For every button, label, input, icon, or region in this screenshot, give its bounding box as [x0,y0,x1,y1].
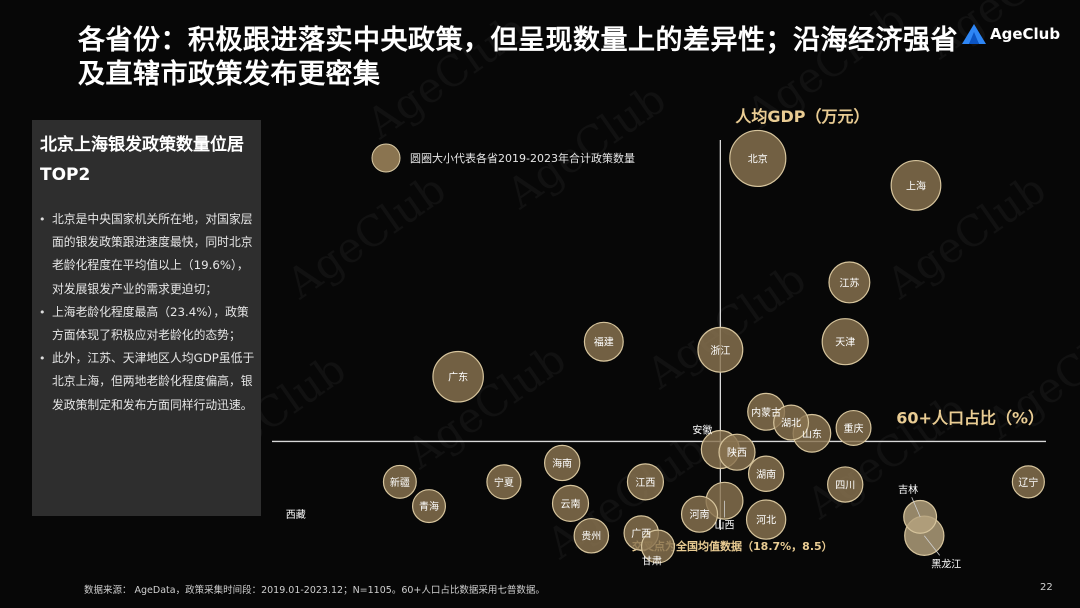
bubble-福建 [583,321,624,362]
y-axis-label: 人均GDP（万元） [735,107,869,126]
chart-axes: 人均GDP（万元） 60+人口占比（%） 交叉点为全国均值数据（18.7%，8.5） [272,107,1046,553]
bubble-label-安徽: 安徽 [692,424,712,437]
bubble-label-北京: 北京 [748,152,768,165]
bubble-label-新疆: 新疆 [390,476,410,489]
bubble-湖北 [773,404,810,441]
legend-text: 圆圈大小代表各省2019-2023年合计政策数量 [410,151,635,165]
brand-logo: AgeClub [962,24,1060,44]
bubble-label-陕西: 陕西 [727,446,747,459]
ageclub-logo-icon [962,24,986,44]
bubble-label-内蒙古: 内蒙古 [751,406,781,419]
insight-bullet: • 北京是中央国家机关所在地，对国家层面的银发政策跟进速度最快，同时北京老龄化程度… [38,208,256,301]
bubble-label-湖北: 湖北 [781,418,801,430]
bubble-江西 [626,463,665,501]
bubble-label-青海: 青海 [419,500,439,513]
watermark-text: AgeClub [637,254,815,399]
x-axis-label: 60+人口占比（%） [896,408,1044,427]
bubble-江苏 [828,261,871,304]
bubble-label-湖南: 湖南 [756,468,776,481]
bubble-label-广东: 广东 [448,371,468,384]
bubble-label-云南: 云南 [561,497,581,510]
legend-bubble-icon [371,143,401,173]
bubble-label-江苏: 江苏 [839,276,859,289]
bubble-四川 [827,466,864,503]
page-title: 各省份：积极跟进落实中央政策，但呈现数量上的差异性；沿海经济强省及直辖市政策发布… [78,25,958,90]
bubble-云南 [551,484,590,523]
page-number: 22 [1040,582,1053,593]
chart-bubbles [382,129,1045,564]
bubble-label-西藏: 西藏 [286,509,306,521]
bubble-青海 [412,489,447,524]
bubble-宁夏 [486,464,522,500]
bubble-label-福建: 福建 [594,336,614,349]
bubble-广东 [432,350,484,403]
bubble-label-河南: 河南 [690,508,710,521]
insight-panel: 北京上海银发政策数量位居TOP2 • 北京是中央国家机关所在地，对国家层面的银发政… [32,120,261,516]
bubble-甘肃 [640,529,675,564]
insight-panel-title: 北京上海银发政策数量位居TOP2 [40,135,244,185]
bubble-label-江西: 江西 [635,477,655,489]
bubble-河南 [680,495,719,533]
bubble-label-海南: 海南 [552,457,572,470]
bubble-label-辽宁: 辽宁 [1018,476,1038,489]
bubble-重庆 [835,409,872,446]
bubble-上海 [890,159,942,211]
crosshair-note: 交叉点为全国均值数据（18.7%，8.5） [632,539,833,553]
bubble-湖南 [747,455,785,492]
bubble-label-浙江: 浙江 [710,345,730,357]
bubble-label-山东: 山东 [802,427,822,440]
bubble-新疆 [382,464,417,499]
insight-bullet-text: 此外，江苏、天津地区人均GDP虽低于北京上海，但两地老龄化程度偏高，银发政策制定… [52,351,255,412]
watermark-text: AgeClub [797,384,975,529]
leader-line [911,497,921,518]
insight-bullet: • 此外，江苏、天津地区人均GDP虽低于北京上海，但两地老龄化程度偏高，银发政策制… [38,347,256,417]
bubble-label-上海: 上海 [906,179,926,192]
chart-legend: 圆圈大小代表各省2019-2023年合计政策数量 [371,143,635,173]
bubble-label-黑龙江: 黑龙江 [931,558,961,571]
watermark-text: AgeClub [497,74,675,219]
brand-logo-text: AgeClub [990,25,1061,43]
bubble-label-山西: 山西 [715,520,735,532]
insight-bullet: • 上海老龄化程度最高（23.4%），政策方面体现了积极应对老龄化的态势； [38,301,256,347]
bubble-陕西 [718,433,756,471]
insight-bullet-text: 北京是中央国家机关所在地，对国家层面的银发政策跟进速度最快，同时北京老龄化程度在… [52,212,253,296]
bullet-dot-icon: • [39,352,46,366]
data-source-footnote: 数据来源： AgeData，政策采集时间段：2019.01-2023.12；N=… [84,585,545,596]
bubble-label-四川: 四川 [835,481,855,492]
bubble-label-天津: 天津 [835,337,855,349]
leader-line [923,535,941,556]
bubble-北京 [729,129,787,188]
bubble-海南 [543,444,581,482]
bubble-浙江 [697,326,744,373]
bubble-label-广西: 广西 [631,528,651,540]
bubble-label-河北: 河北 [756,515,776,527]
bubble-辽宁 [1011,465,1045,499]
bubble-天津 [821,318,869,366]
bubble-label-甘肃: 甘肃 [642,555,662,568]
bubble-label-贵州: 贵州 [581,530,601,543]
bubble-label-宁夏: 宁夏 [494,476,514,489]
bubble-label-吉林: 吉林 [898,483,918,496]
bubble-贵州 [573,517,610,554]
insight-bullet-list: • 北京是中央国家机关所在地，对国家层面的银发政策跟进速度最快，同时北京老龄化程度… [38,208,256,417]
insight-bullet-text: 上海老龄化程度最高（23.4%），政策方面体现了积极应对老龄化的态势； [52,304,249,343]
bubble-label-重庆: 重庆 [844,422,864,435]
watermark-text: AgeClub [277,164,455,309]
bullet-dot-icon: • [39,213,46,226]
bubble-河北 [745,499,787,540]
bullet-dot-icon: • [39,305,46,319]
